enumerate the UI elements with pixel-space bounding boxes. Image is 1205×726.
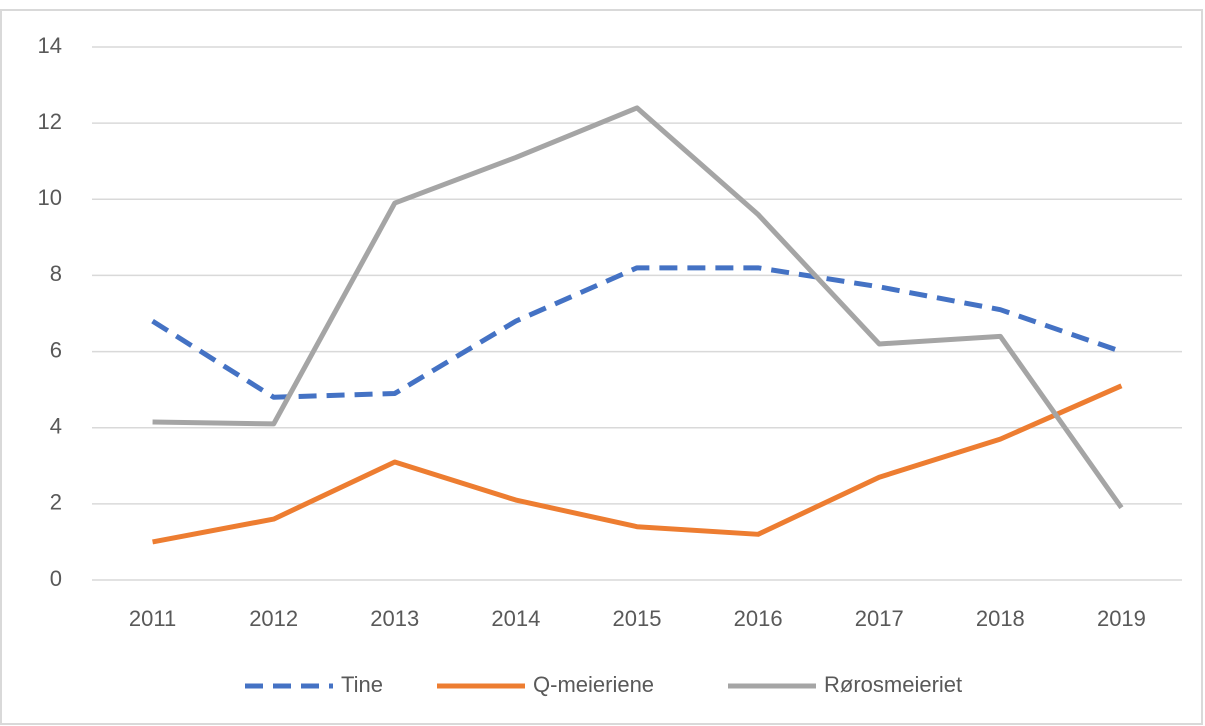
legend-label: Rørosmeieriet bbox=[824, 672, 962, 697]
legend-label: Q-meieriene bbox=[533, 672, 654, 697]
x-tick-label: 2017 bbox=[855, 606, 904, 631]
y-tick-label: 0 bbox=[50, 566, 62, 591]
x-tick-label: 2016 bbox=[734, 606, 783, 631]
x-tick-label: 2019 bbox=[1097, 606, 1146, 631]
x-tick-label: 2014 bbox=[491, 606, 540, 631]
y-tick-label: 10 bbox=[38, 185, 62, 210]
x-tick-label: 2015 bbox=[613, 606, 662, 631]
chart-border bbox=[0, 9, 1203, 725]
legend-label: Tine bbox=[341, 672, 383, 697]
series-line bbox=[151, 265, 1123, 400]
x-tick-label: 2011 bbox=[129, 606, 176, 631]
x-tick-label: 2018 bbox=[976, 606, 1025, 631]
y-tick-label: 14 bbox=[38, 33, 62, 58]
y-tick-label: 4 bbox=[50, 414, 62, 439]
y-tick-label: 8 bbox=[50, 261, 62, 286]
series-line bbox=[152, 383, 1123, 545]
x-tick-label: 2013 bbox=[370, 606, 419, 631]
x-tick-label: 2012 bbox=[249, 606, 298, 631]
y-tick-label: 6 bbox=[50, 337, 62, 362]
series-line bbox=[152, 105, 1124, 510]
y-tick-label: 2 bbox=[50, 490, 62, 515]
y-tick-label: 12 bbox=[38, 109, 62, 134]
